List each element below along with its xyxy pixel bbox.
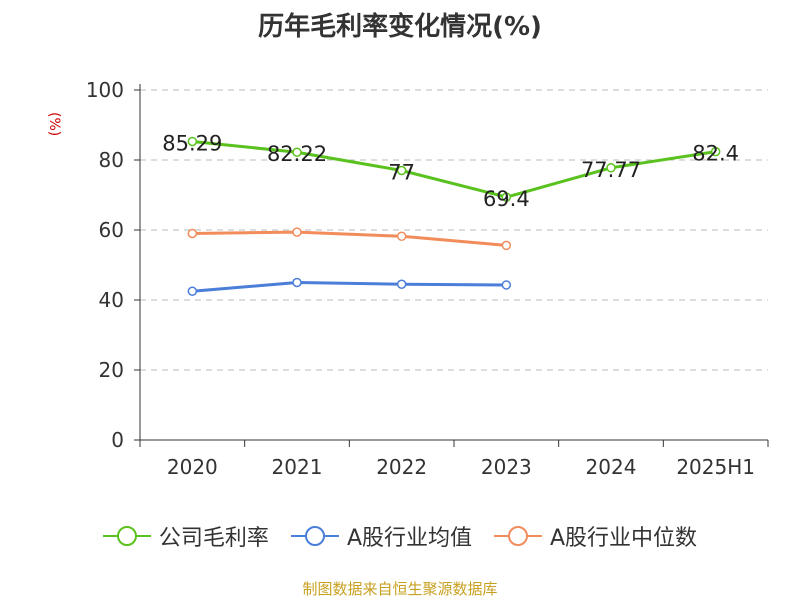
data-labels: 85.29 82.22 77 69.4 77.77 82.4 [162,131,739,211]
legend-label: A股行业中位数 [550,526,698,551]
data-point [187,286,198,296]
data-point [396,165,407,176]
data-label: 69.4 [483,187,530,211]
data-source-note: 制图数据来自恒生聚源数据库 [302,580,498,598]
legend: 公司毛利率 A股行业均值 A股行业中位数 [0,520,800,552]
x-tick-label: 2025H1 [676,455,755,479]
x-tick-label: 2024 [586,455,637,479]
legend-line-marker-icon [290,526,339,546]
series-lines [187,136,721,296]
data-point [396,279,407,289]
series-line [192,281,507,293]
data-point [292,147,302,157]
gridlines [140,89,768,371]
legend-line-marker-icon [102,526,151,546]
legend-item-industry-median[interactable]: A股行业中位数 [494,520,697,552]
data-point [501,192,512,202]
data-point [292,277,302,288]
data-point [292,227,302,237]
legend-label: A股行业均值 [346,526,472,551]
y-tick-label: 100 [86,78,124,102]
data-label: 82.22 [267,142,327,166]
data-label: 82.4 [692,142,739,166]
data-label: 85.29 [162,131,222,155]
data-point [501,280,512,290]
x-tick-label: 2021 [272,455,323,479]
x-tick-label: 2020 [167,455,218,479]
series-line [192,230,507,247]
x-tick-label: 2022 [376,455,427,479]
data-point [501,240,512,251]
x-tick-label: 2023 [481,455,532,479]
data-point [187,228,198,239]
axes: 0 20 40 60 80 100 2020 2021 2022 2023 2024 2025H1 [86,78,769,479]
y-tick-label: 20 [99,358,124,382]
chart-title: 历年毛利率变化情况(%) [258,12,542,42]
data-point [606,163,616,173]
data-point [187,136,198,147]
y-tick-label: 80 [99,148,124,172]
legend-item-industry-mean[interactable]: A股行业均值 [290,520,472,552]
series-line [192,139,716,199]
y-tick-label: 60 [99,218,124,242]
y-tick-label: 0 [111,428,124,452]
legend-line-marker-icon [494,526,542,546]
data-point [396,231,407,242]
data-label: 77.77 [581,158,641,182]
data-label: 77 [388,161,415,185]
y-tick-label: 40 [99,288,124,312]
legend-item-company[interactable]: 公司毛利率 [102,520,269,552]
data-point [710,146,721,157]
legend-label: 公司毛利率 [158,526,269,551]
